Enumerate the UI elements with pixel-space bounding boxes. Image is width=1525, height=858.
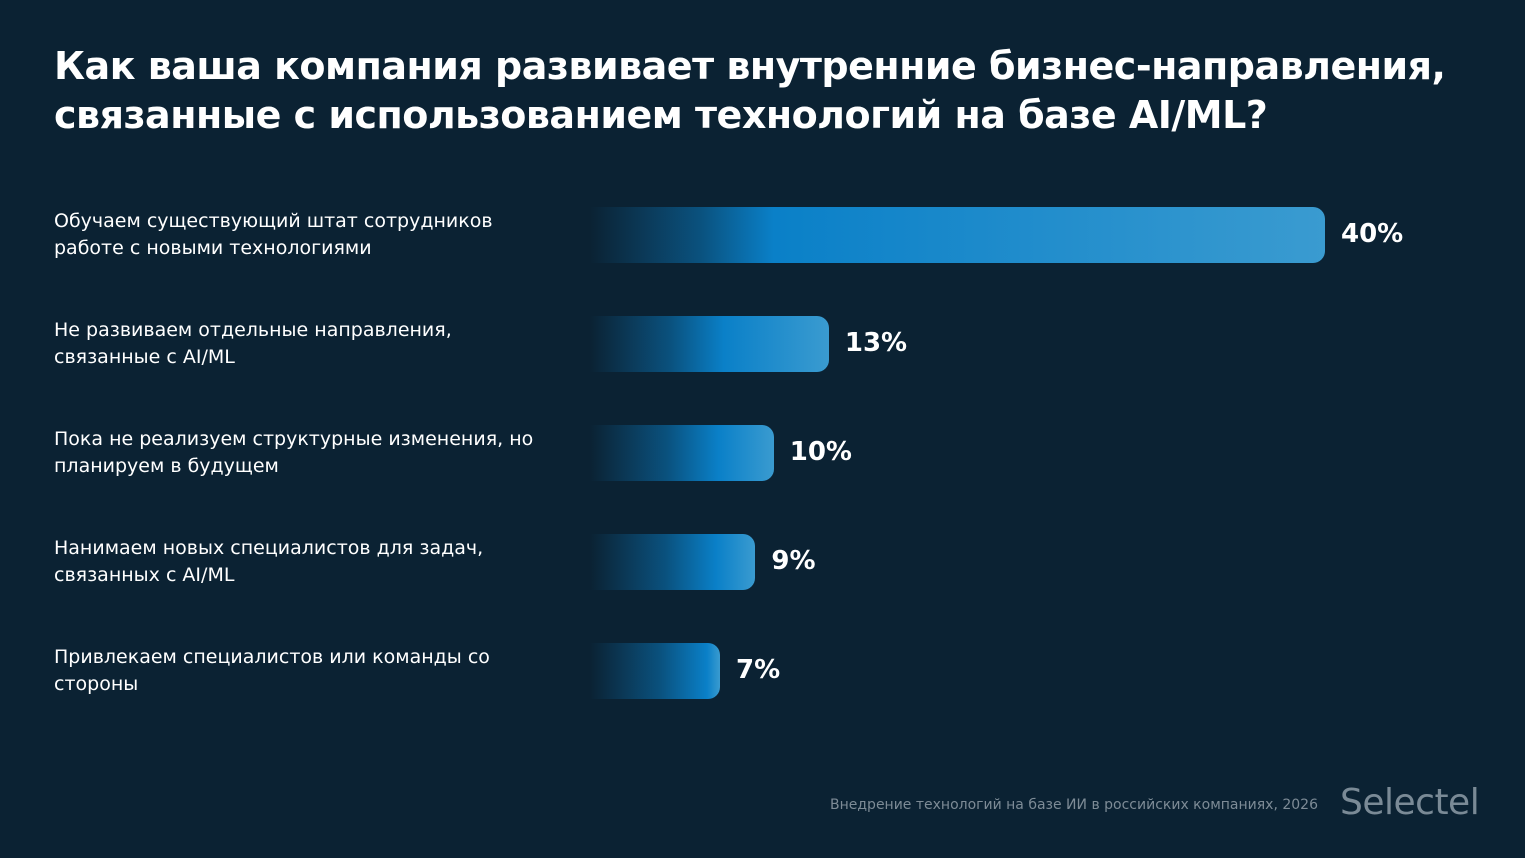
value-label: 9%	[771, 546, 816, 576]
value-label: 13%	[844, 328, 908, 358]
category-label: Не развиваем отдельные направления, связ…	[54, 319, 452, 368]
category-label: Привлекаем специалистов или команды со с…	[54, 646, 490, 695]
category-label: Обучаем существующий штат сотрудников ра…	[54, 210, 493, 259]
bar	[590, 316, 829, 372]
source-note: Внедрение технологий на базе ИИ в россий…	[830, 797, 1318, 813]
category-label: Нанимаем новых специалистов для задач, с…	[54, 537, 484, 586]
chart-title: Как ваша компания развивает внутренние б…	[54, 44, 1446, 137]
bar	[590, 425, 774, 481]
category-label: Пока не реализуем структурные изменения,…	[54, 428, 534, 477]
value-label: 40%	[1341, 219, 1404, 249]
bar	[590, 534, 756, 590]
value-label: 10%	[789, 437, 852, 467]
value-label: 7%	[736, 655, 781, 685]
bar	[590, 207, 1325, 263]
selectel-logo: Selectel	[1340, 782, 1480, 823]
bar	[590, 643, 720, 699]
